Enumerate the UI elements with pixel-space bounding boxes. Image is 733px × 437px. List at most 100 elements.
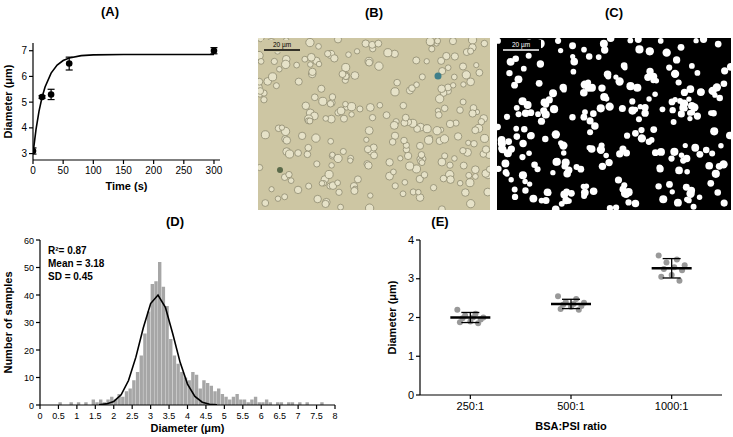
cell: [709, 150, 715, 156]
cell: [433, 127, 441, 135]
cell: [269, 73, 277, 81]
cell: [600, 93, 608, 101]
scale-bar-label: 20 µm: [512, 41, 530, 49]
error-bar: [48, 89, 55, 99]
cell: [542, 110, 550, 118]
x-tick-label: 3: [148, 411, 153, 421]
cell: [312, 134, 320, 142]
cell: [343, 101, 349, 107]
cell: [294, 62, 300, 68]
bar: [206, 383, 209, 405]
cell: [537, 60, 544, 67]
cell: [469, 110, 476, 117]
figure: 34567050100150200250300Time (s)Diameter …: [0, 0, 733, 437]
point: [663, 259, 669, 265]
cell: [542, 136, 548, 142]
cell: [559, 84, 566, 91]
x-tick-label: 1000:1: [655, 400, 689, 412]
x-tick: [168, 405, 169, 409]
cell: [482, 146, 489, 153]
cell: [683, 143, 688, 148]
cell: [306, 38, 314, 46]
x-tick: [213, 160, 214, 164]
cell: [294, 186, 301, 193]
cell: [559, 141, 567, 149]
cell: [624, 133, 630, 139]
cell: [590, 187, 598, 195]
cell: [657, 165, 664, 172]
cell: [340, 148, 346, 154]
cell: [522, 179, 527, 184]
x-tick-label: 250:1: [457, 400, 485, 412]
x-tick: [95, 405, 96, 409]
cell: [438, 158, 446, 166]
cell: [693, 38, 698, 43]
cell: [309, 68, 316, 75]
cell: [635, 38, 642, 43]
y-tick-label: 50: [24, 263, 34, 273]
cell: [375, 40, 382, 47]
bar: [176, 364, 179, 405]
x-tick-label: 6: [259, 411, 264, 421]
cell: [262, 200, 269, 207]
point: [674, 256, 680, 262]
cell: [269, 187, 274, 192]
x-axis-title: Time (s): [106, 180, 148, 192]
y-tick-label: 5: [21, 97, 27, 108]
cell: [674, 199, 682, 207]
cell: [570, 58, 578, 66]
cell: [283, 137, 290, 144]
cell: [606, 102, 614, 110]
cell: [581, 184, 586, 189]
cell: [703, 147, 710, 154]
x-tick: [150, 405, 151, 409]
cells: [258, 38, 490, 210]
cell: [392, 183, 398, 189]
cell: [527, 181, 532, 186]
sd-cap: [562, 308, 580, 309]
point: [454, 307, 460, 313]
cell: [497, 124, 501, 130]
y-tick: [29, 102, 33, 103]
x-tick: [316, 405, 317, 409]
cell: [691, 144, 699, 152]
cell: [658, 38, 664, 44]
x-tick: [205, 405, 206, 409]
error-cap: [66, 69, 73, 70]
y-tick-label: 0: [29, 401, 34, 411]
x-tick-label: 0: [30, 165, 36, 176]
cell: [307, 118, 313, 124]
cell: [318, 85, 325, 92]
cell: [452, 156, 458, 162]
cell: [471, 141, 477, 147]
cell: [446, 120, 453, 127]
cell: [305, 115, 313, 123]
cell: [346, 52, 352, 58]
point: [66, 60, 73, 67]
cell: [365, 204, 373, 210]
cell: [417, 142, 424, 149]
panel: 01234BSA:PSI ratioDiameter (μm)(E)250:15…: [386, 214, 722, 432]
cell: [338, 204, 344, 210]
y-tick: [36, 349, 40, 350]
x-tick-label: 150: [115, 165, 132, 176]
x-tick: [279, 405, 280, 409]
cell: [351, 72, 359, 80]
y-tick-label: 6: [21, 71, 27, 82]
bar: [143, 334, 146, 406]
x-tick-label: 500:1: [557, 400, 585, 412]
cell: [626, 82, 634, 90]
mean-line: [450, 316, 490, 318]
cell: [580, 89, 588, 97]
cell: [323, 116, 329, 122]
cell: [472, 166, 480, 174]
cell: [629, 98, 635, 104]
cell: [466, 179, 474, 187]
cell: [404, 152, 411, 159]
cell: [569, 114, 575, 120]
cell: [423, 125, 430, 132]
panel-label: (B): [365, 5, 383, 20]
y-tick: [36, 322, 40, 323]
x-tick: [63, 160, 64, 164]
cell: [721, 67, 728, 74]
